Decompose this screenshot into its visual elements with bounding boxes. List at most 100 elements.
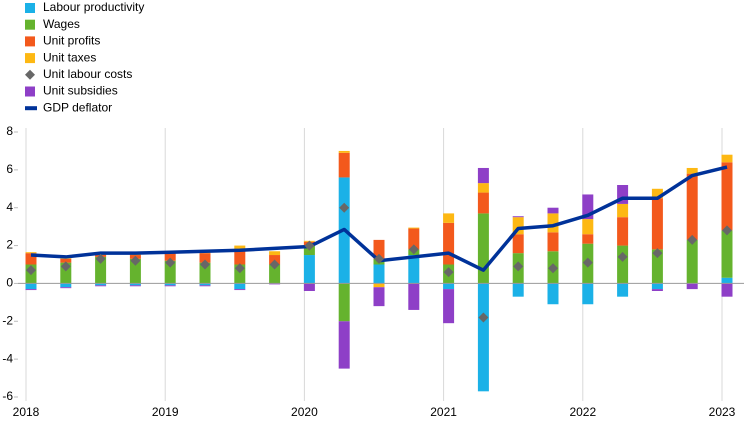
legend-label: Unit profits xyxy=(43,34,100,48)
bar-segment xyxy=(25,289,37,291)
x-tick-label: 2023 xyxy=(709,405,736,419)
diamond xyxy=(582,257,593,268)
bar-segment xyxy=(582,219,594,235)
diamond xyxy=(408,244,419,255)
bar-segment xyxy=(617,185,629,204)
y-tick-label: 2 xyxy=(6,238,13,252)
x-tick-label: 2021 xyxy=(430,405,457,419)
legend-swatch xyxy=(25,53,35,64)
diamond xyxy=(513,261,524,272)
diamond xyxy=(269,259,280,270)
bar-segment xyxy=(547,232,559,252)
bar-segment xyxy=(129,258,141,284)
legend-item: Wages xyxy=(25,17,80,31)
bar-segment xyxy=(686,173,698,240)
bar-segment xyxy=(686,239,698,284)
legend-swatch xyxy=(25,69,35,80)
bar-segment xyxy=(582,283,594,305)
bar-segment xyxy=(477,283,489,392)
diamond xyxy=(339,202,350,213)
bar-segment xyxy=(651,289,663,291)
legend-item: Unit profits xyxy=(25,34,100,48)
bar-segment xyxy=(129,283,141,286)
legend-swatch xyxy=(25,106,37,111)
diamond xyxy=(548,263,558,274)
bar-segment xyxy=(651,188,663,199)
bar-segment xyxy=(25,253,37,265)
diamond xyxy=(374,253,384,264)
bar-segment xyxy=(60,258,72,263)
diamond xyxy=(722,225,732,236)
bar-segment xyxy=(60,283,72,288)
legend-item: Unit taxes xyxy=(25,50,96,64)
bar-segment xyxy=(303,255,315,284)
bar-segment xyxy=(408,227,420,229)
bar-segment xyxy=(512,283,524,297)
diamond xyxy=(26,265,36,276)
bar-segment xyxy=(199,285,211,287)
bar-segment xyxy=(199,262,211,284)
bar-segment xyxy=(234,283,246,290)
bar-segment xyxy=(443,289,455,324)
bar-segment xyxy=(164,260,176,284)
bar-segment xyxy=(25,252,37,254)
bar-segment xyxy=(443,222,455,265)
legend-swatch xyxy=(25,3,35,13)
bar-segment xyxy=(129,285,141,287)
bar-segment xyxy=(373,264,385,284)
bar-segment xyxy=(164,285,176,287)
diamond xyxy=(617,251,628,262)
diamond xyxy=(304,240,315,251)
diamond xyxy=(652,248,663,259)
bar-segment xyxy=(95,256,107,284)
bar-segment xyxy=(617,203,629,218)
bar-segment xyxy=(234,264,246,284)
diamond xyxy=(60,261,71,272)
bar-segment xyxy=(512,234,524,254)
legend-item: Labour productivity xyxy=(25,0,144,14)
legend-label: Unit taxes xyxy=(43,50,96,64)
bar-segment xyxy=(512,217,524,235)
diamond xyxy=(200,259,210,270)
bar-segment xyxy=(582,234,594,244)
bar-segment xyxy=(721,277,733,284)
bar-segment xyxy=(651,198,663,250)
bar-segment xyxy=(651,249,663,284)
y-tick-label: 0 xyxy=(6,276,13,290)
bar-segment xyxy=(199,283,211,286)
bar-segment xyxy=(721,162,733,231)
bar-segment xyxy=(95,283,107,286)
bar-segment xyxy=(547,213,559,233)
bar-segment xyxy=(617,217,629,246)
bar-segment xyxy=(617,283,629,297)
y-tick-label: -6 xyxy=(2,389,13,403)
legend-swatch xyxy=(25,86,35,97)
legend-label: Unit labour costs xyxy=(43,67,132,81)
bar-segment xyxy=(408,228,420,250)
y-tick-label: 4 xyxy=(6,200,13,214)
bar-segment xyxy=(234,289,246,291)
bar-segment xyxy=(199,253,211,263)
bar-segment xyxy=(338,152,350,178)
x-tick-label: 2022 xyxy=(569,405,596,419)
bar-segment xyxy=(269,251,281,256)
legend-swatch xyxy=(25,19,35,30)
y-tick-label: 6 xyxy=(6,162,13,176)
bar-segment xyxy=(721,230,733,278)
legend-item: GDP deflator xyxy=(25,100,112,114)
diamond xyxy=(165,257,176,268)
diamond xyxy=(687,234,698,245)
bar-segment xyxy=(164,283,176,286)
bar-segment xyxy=(477,213,489,284)
bar-segment xyxy=(443,213,455,223)
legend-item: Unit subsidies xyxy=(25,84,118,98)
bar-segment xyxy=(373,239,385,259)
bar-segment xyxy=(443,283,455,290)
bar-segment xyxy=(686,283,698,290)
bar-segment xyxy=(547,207,559,214)
bar-segment xyxy=(617,245,629,284)
bar-segment xyxy=(373,287,385,307)
y-tick-label: 8 xyxy=(6,124,13,138)
legend-swatch xyxy=(25,36,35,47)
